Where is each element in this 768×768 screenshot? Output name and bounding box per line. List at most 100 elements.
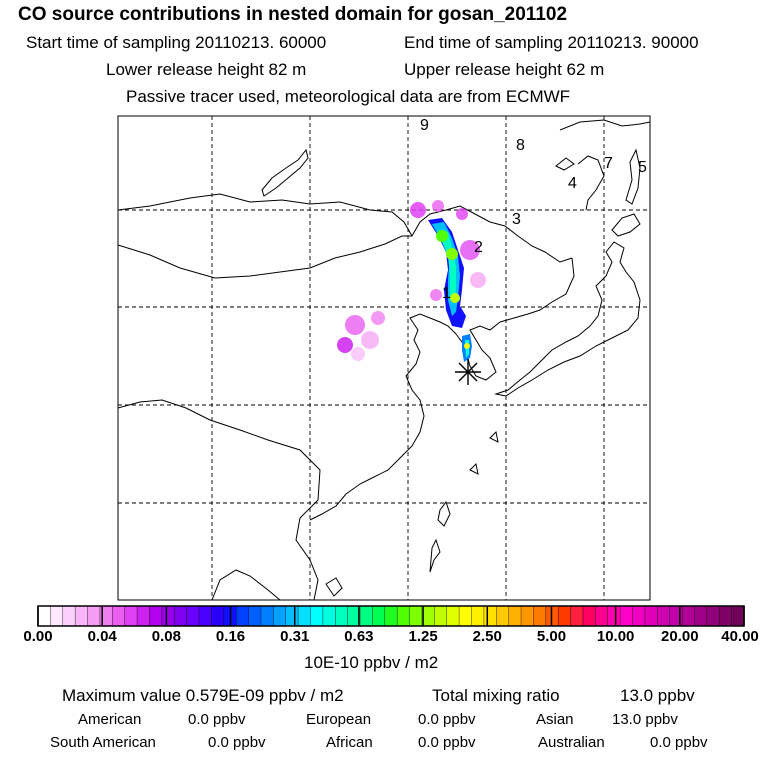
- colorbar-cell: [570, 606, 584, 626]
- hokkaido-coast: [611, 213, 641, 237]
- region-label-8: 8: [516, 137, 525, 154]
- south-american-label: South American: [50, 734, 156, 751]
- plume-cell: [436, 230, 448, 242]
- coast-okhotsk: [577, 155, 605, 211]
- colorbar-tick-label: 1.25: [408, 628, 438, 645]
- colorbar-cell: [347, 606, 361, 626]
- australian-value: 0.0 ppbv: [650, 734, 708, 751]
- colorbar-cell: [459, 606, 473, 626]
- colorbar-tick-label: 0.08: [151, 628, 181, 645]
- concentration-field: [337, 200, 486, 362]
- colorbar-cell: [731, 606, 745, 626]
- colorbar-cell: [558, 606, 572, 626]
- china-east-coast: [309, 313, 457, 521]
- colorbar-cell: [174, 606, 188, 626]
- colorbar-tick-label: 0.00: [23, 628, 53, 645]
- start-time-label: Start time of sampling 20110213. 60000: [26, 33, 327, 52]
- colorbar-cell: [421, 606, 435, 626]
- colorbar-cells: [38, 606, 745, 626]
- colorbar-cell: [669, 606, 683, 626]
- lower-release-label: Lower release height 82 m: [106, 60, 307, 79]
- european-label: European: [306, 711, 372, 728]
- colorbar-cell: [545, 606, 559, 626]
- plume-cell: [460, 240, 480, 260]
- colorbar-cell: [533, 606, 547, 626]
- colorbar-cell: [719, 606, 733, 626]
- colorbar-cell: [199, 606, 213, 626]
- colorbar-tick-label: 2.50: [472, 628, 502, 645]
- tracer-note: Passive tracer used, meteorological data…: [126, 87, 571, 106]
- island: [469, 462, 479, 475]
- colorbar-cell: [273, 606, 287, 626]
- coastlines-borders: [117, 119, 651, 601]
- sakhalin-coast: [625, 148, 641, 205]
- plume-cell: [337, 337, 353, 353]
- colorbar-cell: [694, 606, 708, 626]
- border-mongolia-china: [117, 235, 412, 279]
- plume-cell: [464, 343, 470, 349]
- colorbar-cell: [236, 606, 250, 626]
- border-southwest: [117, 399, 321, 601]
- colorbar-cell: [521, 606, 535, 626]
- colorbar-cell: [682, 606, 696, 626]
- asian-label: Asian: [536, 711, 574, 728]
- colorbar-cell: [384, 606, 398, 626]
- colorbar-tick-label: 0.31: [280, 628, 310, 645]
- plume-cell: [450, 293, 460, 303]
- lake-baikal: [261, 148, 309, 197]
- colorbar-cell: [87, 606, 101, 626]
- plume-cell: [430, 289, 442, 301]
- colorbar-cell: [211, 606, 225, 626]
- plume-cell: [446, 248, 458, 260]
- colorbar-tick-label: 0.04: [87, 628, 117, 645]
- island: [489, 430, 499, 443]
- colorbar-cell: [260, 606, 274, 626]
- colorbar-cell: [595, 606, 609, 626]
- region-label-4: 4: [568, 175, 577, 192]
- european-value: 0.0 ppbv: [418, 711, 476, 728]
- total-mixing-value: 13.0 ppbv: [620, 686, 695, 705]
- american-label: American: [78, 711, 142, 728]
- asian-value: 13.0 ppbv: [612, 711, 678, 728]
- colorbar-cell: [607, 606, 621, 626]
- colorbar-cell: [322, 606, 336, 626]
- colorbar-cell: [620, 606, 634, 626]
- end-time-label: End time of sampling 20110213. 90000: [404, 33, 699, 52]
- colorbar-cell: [508, 606, 522, 626]
- colorbar-cell: [310, 606, 324, 626]
- region-label-9: 9: [420, 117, 429, 134]
- colorbar-tick-label: 10.00: [596, 628, 635, 645]
- total-mixing-label: Total mixing ratio: [432, 686, 560, 705]
- colorbar-cell: [632, 606, 646, 626]
- colorbar-cell: [149, 606, 163, 626]
- hainan-coast: [325, 577, 343, 597]
- plume-cell: [371, 311, 385, 325]
- region-label-7: 7: [604, 155, 613, 172]
- plume-cell: [351, 347, 365, 361]
- upper-release-label: Upper release height 62 m: [404, 60, 605, 79]
- colorbar-cell: [137, 606, 151, 626]
- plume-cell: [345, 315, 365, 335]
- colorbar-cell: [186, 606, 200, 626]
- colorbar-cell: [496, 606, 510, 626]
- colorbar-cell: [50, 606, 64, 626]
- graticule: [118, 116, 650, 600]
- plume-cell: [456, 208, 468, 220]
- american-value: 0.0 ppbv: [188, 711, 246, 728]
- region-label-2: 2: [474, 239, 483, 256]
- colorbar-cell: [706, 606, 720, 626]
- colorbar-cell: [644, 606, 658, 626]
- region-label-1: 1: [442, 285, 451, 302]
- colorbar-cell: [446, 606, 460, 626]
- plume-cell: [470, 272, 486, 288]
- south-american-value: 0.0 ppbv: [208, 734, 266, 751]
- chart-title: CO source contributions in nested domain…: [18, 4, 568, 25]
- colorbar-cell: [38, 606, 51, 626]
- colorbar-major-ticks: [37, 606, 745, 626]
- colorbar-cell: [99, 606, 113, 626]
- colorbar-cell: [582, 606, 596, 626]
- colorbar-cell: [657, 606, 671, 626]
- island: [555, 157, 575, 171]
